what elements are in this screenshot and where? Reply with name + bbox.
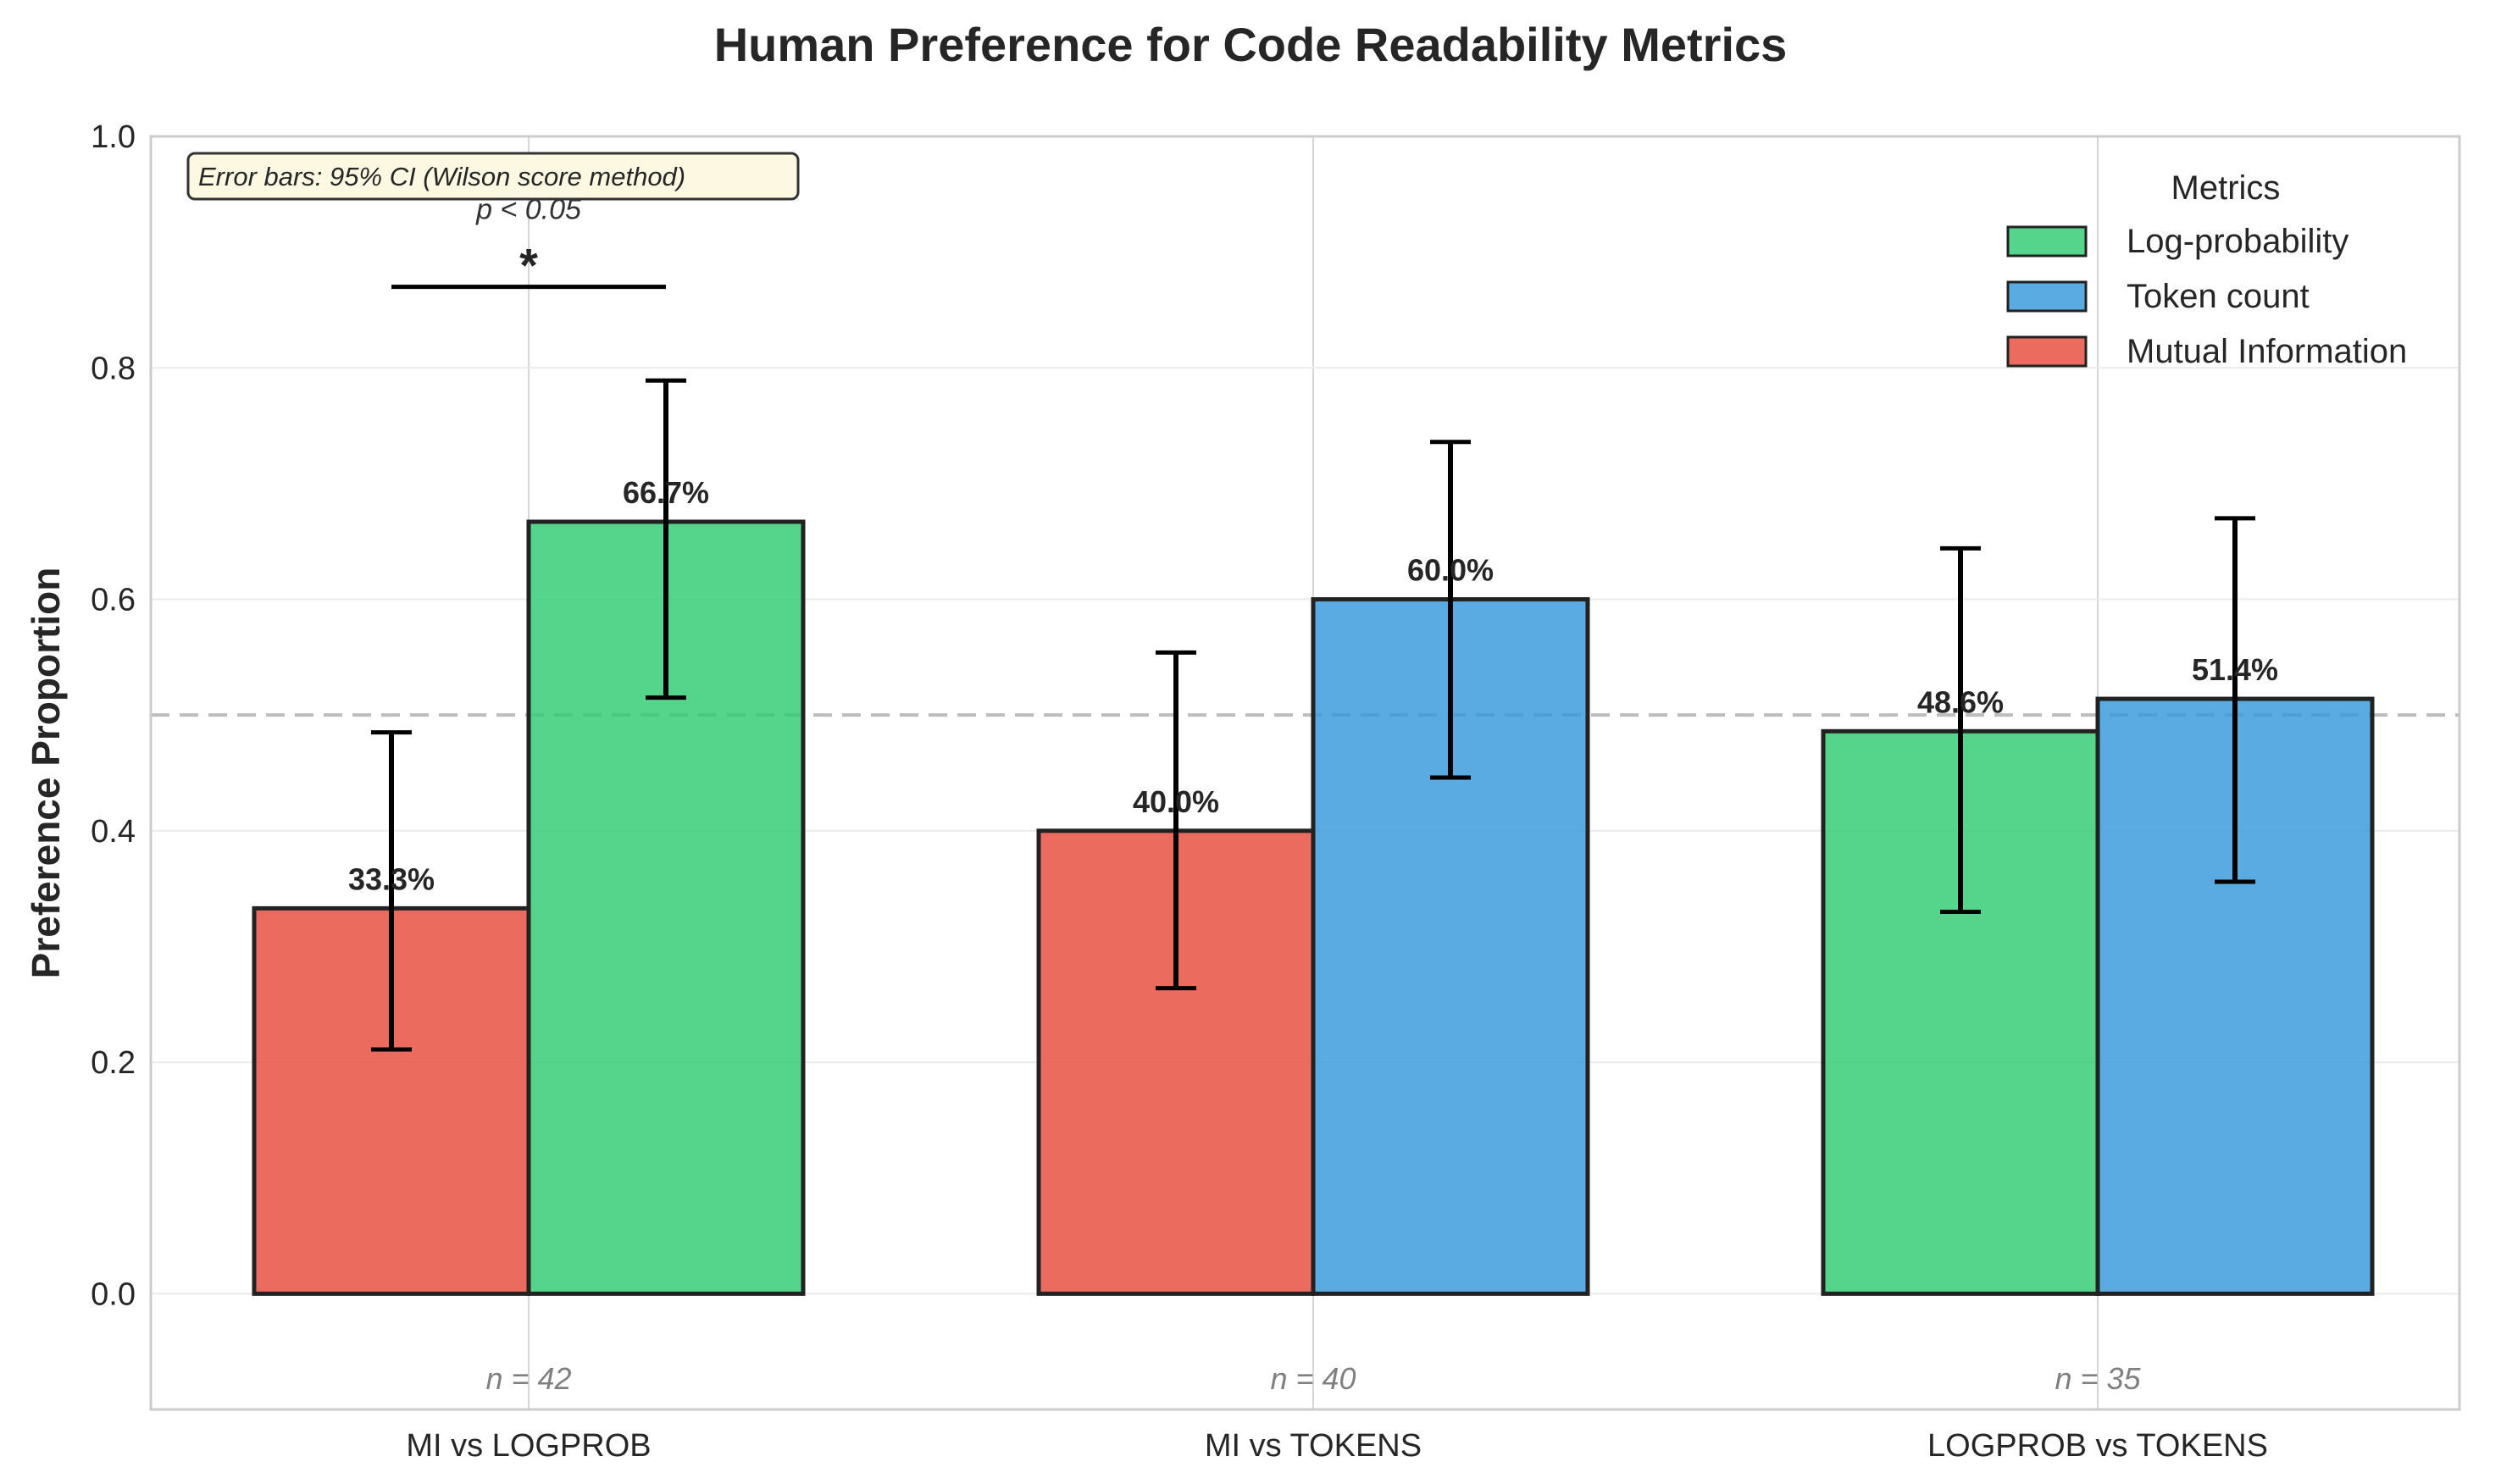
bar-value-label: 60.0%: [1407, 553, 1494, 588]
y-tick-label: 0.6: [91, 583, 136, 618]
y-tick-label: 0.8: [91, 351, 136, 386]
significance-star: *: [519, 239, 538, 292]
legend-label: Log-probability: [2127, 223, 2348, 260]
bar-value-label: 66.7%: [623, 475, 709, 510]
x-tick-label: LOGPROB vs TOKENS: [1927, 1428, 2268, 1464]
label-layer: 33.3% 66.7% n = 42 40.0% 60.0% n = 40 48.6% 51.…: [348, 475, 2278, 1396]
legend-title: Metrics: [2171, 169, 2281, 207]
plot-frame: [149, 135, 2461, 1411]
y-tick-label: 0.0: [91, 1276, 136, 1312]
axes-layer: 0.0 0.2 0.4 0.6 0.8 1.0 MI vs LOGPROB MI vs TOK…: [91, 119, 2461, 1464]
bar-value-label: 48.6%: [1917, 684, 2004, 719]
legend-swatch: [2006, 280, 2088, 313]
sample-size-label: n = 42: [485, 1361, 571, 1396]
x-tick-label: MI vs TOKENS: [1205, 1428, 1422, 1464]
legend-swatch: [2006, 335, 2088, 368]
bar-value-label: 40.0%: [1133, 784, 1219, 819]
legend-label: Mutual Information: [2127, 333, 2407, 370]
legend: Metrics Log-probability Token count Mutual …: [2006, 169, 2407, 370]
y-tick-label: 0.4: [91, 814, 136, 850]
sample-size-label: n = 35: [2055, 1361, 2141, 1396]
bar-value-label: 51.4%: [2192, 652, 2278, 687]
legend-swatch: [2006, 225, 2088, 257]
y-tick-label: 1.0: [91, 119, 136, 155]
annotation-text: Error bars: 95% CI (Wilson score method): [198, 162, 685, 191]
y-axis-label: Preference Proportion: [24, 568, 68, 979]
x-tick-label: MI vs LOGPROB: [406, 1428, 651, 1464]
annotation-box: [186, 152, 800, 201]
sample-size-label: n = 40: [1270, 1361, 1356, 1396]
legend-label: Token count: [2127, 278, 2310, 315]
errorbar-layer: [371, 378, 2255, 1052]
y-tick-label: 0.2: [91, 1045, 136, 1081]
chart-title: Human Preference for Code Readability Me…: [714, 18, 1788, 71]
bar-value-label: 33.3%: [348, 861, 435, 896]
